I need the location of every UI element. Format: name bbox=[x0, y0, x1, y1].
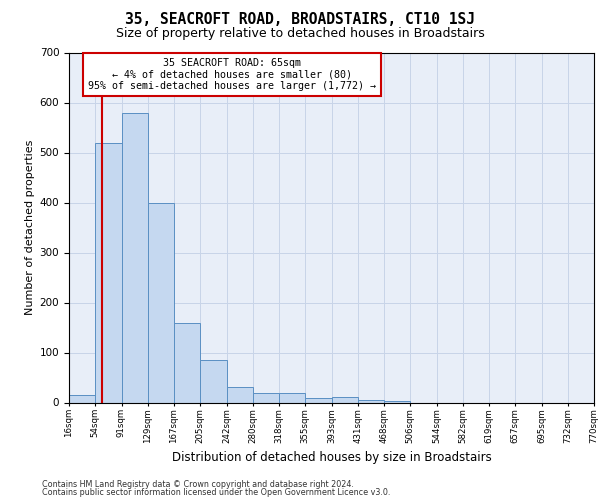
Bar bbox=[174, 322, 200, 402]
Bar bbox=[148, 202, 174, 402]
Bar bbox=[358, 400, 384, 402]
Text: Contains public sector information licensed under the Open Government Licence v3: Contains public sector information licen… bbox=[42, 488, 391, 497]
Bar bbox=[69, 395, 95, 402]
Bar bbox=[227, 386, 253, 402]
Text: Contains HM Land Registry data © Crown copyright and database right 2024.: Contains HM Land Registry data © Crown c… bbox=[42, 480, 354, 489]
Bar bbox=[253, 392, 279, 402]
Text: 35, SEACROFT ROAD, BROADSTAIRS, CT10 1SJ: 35, SEACROFT ROAD, BROADSTAIRS, CT10 1SJ bbox=[125, 12, 475, 28]
Bar bbox=[95, 142, 121, 402]
Text: Size of property relative to detached houses in Broadstairs: Size of property relative to detached ho… bbox=[116, 28, 484, 40]
Bar bbox=[331, 396, 358, 402]
Bar bbox=[279, 392, 305, 402]
Bar bbox=[384, 401, 410, 402]
Text: 35 SEACROFT ROAD: 65sqm
← 4% of detached houses are smaller (80)
95% of semi-det: 35 SEACROFT ROAD: 65sqm ← 4% of detached… bbox=[88, 58, 376, 91]
Y-axis label: Number of detached properties: Number of detached properties bbox=[25, 140, 35, 315]
Bar bbox=[200, 360, 227, 403]
Bar bbox=[305, 398, 331, 402]
X-axis label: Distribution of detached houses by size in Broadstairs: Distribution of detached houses by size … bbox=[172, 452, 491, 464]
Bar bbox=[121, 112, 148, 403]
